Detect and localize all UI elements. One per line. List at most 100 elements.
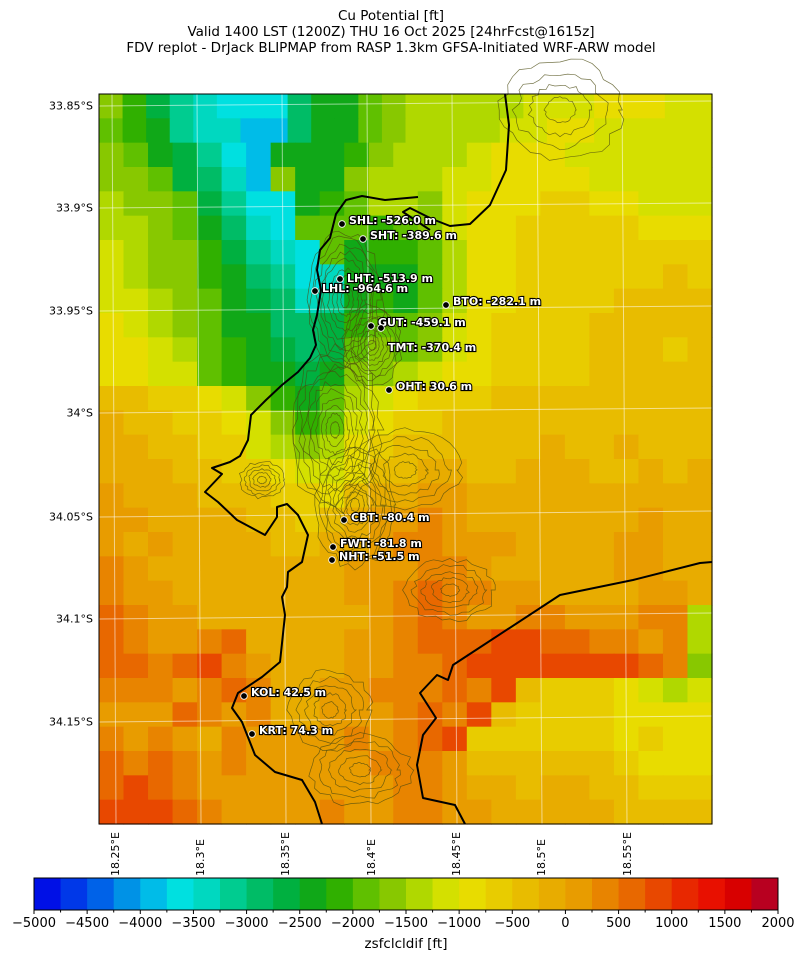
field-cell xyxy=(491,678,517,703)
field-cell xyxy=(540,483,566,509)
station-marker[interactable]: TMT: -370.4 m xyxy=(377,324,477,355)
field-cell xyxy=(491,556,517,582)
field-cell xyxy=(393,240,419,265)
field-cell xyxy=(589,775,615,801)
colorbar-tick-label: −2500 xyxy=(277,916,322,931)
field-cell xyxy=(295,726,321,752)
field-cell xyxy=(564,483,590,509)
field-cell xyxy=(638,434,664,460)
colorbar-tick-label: 1500 xyxy=(708,916,742,931)
station-marker[interactable]: GUT: -459.1 m xyxy=(367,315,467,330)
station-marker[interactable]: LHL: -964.6 m xyxy=(311,281,409,296)
station-marker[interactable]: SHL: -526.0 m xyxy=(338,213,437,228)
field-cell xyxy=(148,726,174,752)
field-cell xyxy=(246,337,272,363)
field-cell xyxy=(491,337,517,363)
field-cell xyxy=(172,799,198,825)
field-cell xyxy=(287,118,312,144)
colorbar-tick-label: 500 xyxy=(606,916,631,931)
station-marker[interactable]: OHT: 30.6 m xyxy=(385,379,473,394)
field-cell xyxy=(638,361,664,387)
field-cell xyxy=(123,532,149,557)
field-cell xyxy=(169,94,194,119)
field-cell xyxy=(148,580,174,606)
station-marker[interactable]: LHT: -513.9 m xyxy=(336,271,434,286)
colorbar-swatch xyxy=(485,878,513,910)
field-cell xyxy=(638,799,664,825)
field-cell xyxy=(466,459,492,484)
field-cell xyxy=(540,337,566,363)
field-cell xyxy=(417,361,443,387)
field-cell xyxy=(662,629,689,655)
field-cell xyxy=(638,288,664,314)
field-cell xyxy=(662,434,689,460)
field-cell xyxy=(442,264,468,290)
field-cell xyxy=(172,605,198,630)
field-cell xyxy=(270,678,296,703)
field-cell xyxy=(295,142,321,168)
field-cell xyxy=(172,483,198,509)
field-cell xyxy=(270,410,296,436)
station-marker[interactable]: KRT: 74.3 m xyxy=(248,723,334,738)
field-cell xyxy=(442,313,468,338)
contour-line xyxy=(286,668,374,752)
station-marker[interactable]: KOL: 42.5 m xyxy=(240,685,327,700)
colorbar-swatch xyxy=(166,878,194,910)
field-cell xyxy=(197,191,223,217)
field-cell xyxy=(99,726,125,752)
field-cell xyxy=(515,532,541,557)
field-cell xyxy=(540,459,566,484)
field-cell xyxy=(515,240,541,265)
field-cell xyxy=(122,94,147,119)
station-marker[interactable]: CBT: -80.4 m xyxy=(340,510,431,525)
station-label: TMT: -370.4 m xyxy=(388,341,476,354)
field-cell xyxy=(688,118,713,144)
field-cell xyxy=(344,142,370,168)
field-cell xyxy=(638,678,664,703)
contour-line xyxy=(340,483,370,526)
field-cell xyxy=(146,94,171,119)
field-cell xyxy=(148,410,174,436)
field-cell xyxy=(295,799,321,825)
field-cell xyxy=(641,118,666,144)
field-cell xyxy=(491,629,517,655)
field-cell xyxy=(393,167,419,192)
field-cell xyxy=(613,653,640,679)
field-cell xyxy=(687,167,713,192)
terrain-contours xyxy=(239,58,625,806)
station-marker[interactable]: SHT: -389.6 m xyxy=(359,228,458,243)
field-cell xyxy=(515,361,541,387)
contour-line xyxy=(410,564,488,616)
station-dot-icon xyxy=(338,220,346,228)
field-cell xyxy=(589,386,615,411)
colorbar-swatch xyxy=(140,878,168,910)
field-cell xyxy=(148,775,174,801)
field-cell xyxy=(368,191,394,217)
station-marker[interactable]: NHT: -51.5 m xyxy=(328,549,421,564)
field-cell xyxy=(564,386,590,411)
plot-frame xyxy=(98,93,713,825)
field-cell xyxy=(491,507,517,533)
field-cell xyxy=(662,288,689,314)
field-cell xyxy=(540,288,566,314)
field-cell xyxy=(319,799,345,825)
field-cell xyxy=(221,653,247,679)
station-marker[interactable]: FWT: -81.8 m xyxy=(329,536,423,551)
field-cell xyxy=(564,556,590,582)
field-cell xyxy=(687,313,713,338)
field-cell xyxy=(540,386,566,411)
station-dot-icon xyxy=(311,287,319,295)
field-cell xyxy=(417,264,443,290)
field-cell xyxy=(197,142,223,168)
colorbar-swatch xyxy=(60,878,88,910)
field-cell xyxy=(99,264,125,290)
field-cell xyxy=(123,313,149,338)
field-cell xyxy=(148,702,174,728)
station-marker[interactable]: BTO: -282.1 m xyxy=(442,294,542,309)
field-cell xyxy=(540,605,566,630)
field-cell xyxy=(197,434,223,460)
field-cell xyxy=(664,118,690,144)
field-cell xyxy=(466,580,492,606)
field-cell xyxy=(613,605,640,630)
contour-line xyxy=(527,84,593,138)
